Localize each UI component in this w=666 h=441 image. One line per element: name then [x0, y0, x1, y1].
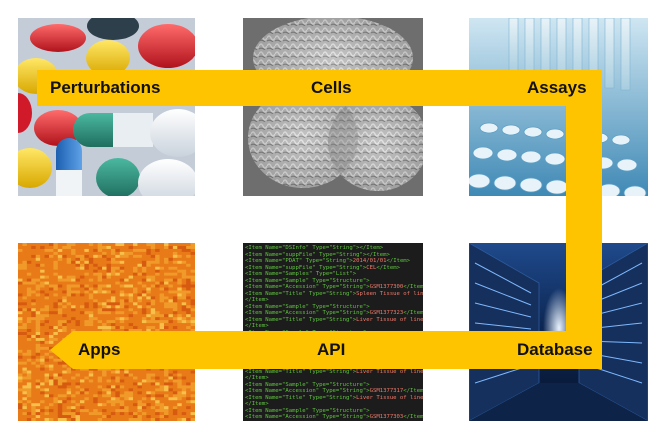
code-line: <Item Name="Title" Type="String">Liver T… — [245, 394, 423, 401]
perturbations-label: Perturbations — [50, 78, 161, 97]
database-label: Database — [517, 340, 593, 359]
code-line: <Item Name="Accession" Type="String">GSM… — [245, 414, 423, 420]
assay-plate-image — [469, 18, 648, 196]
code-line: <Item Name="Sample" Type="Structure"> — [245, 277, 370, 284]
code-line: <Item Name="Sample" Type="Structure"> — [245, 303, 370, 310]
code-line: <Item Name="DSInfo" Type="String"></Item… — [245, 245, 384, 251]
code-line: </Item> — [245, 323, 269, 329]
code-line: <Item Name="Title" Type="String">Liver T… — [245, 368, 423, 375]
code-line: </Item> — [245, 297, 269, 303]
code-line: <Item Name="Accession" Type="String">GSM… — [245, 388, 423, 394]
code-line: </Item> — [245, 401, 269, 407]
code-line: <Item Name="Accession" Type="String">GSM… — [245, 284, 423, 290]
code-line: <Item Name="PDAT" Type="String">2014/01/… — [245, 258, 411, 264]
code-line: <Item Name="suppFile" Type="String">CEL<… — [245, 264, 400, 271]
code-line: <Item Name="Samples" Type="List"> — [245, 271, 357, 277]
code-line: <Item Name="Title" Type="String">Liver T… — [245, 316, 423, 323]
code-line: <Item Name="suppFile" Type="String"></It… — [245, 251, 390, 258]
code-line: <Item Name="Title" Type="String">Spleen … — [245, 290, 423, 297]
code-line: <Item Name="Sample" Type="Structure"> — [245, 381, 370, 388]
cells-label: Cells — [311, 78, 352, 97]
code-line: <Item Name="Accession" Type="String">GSM… — [245, 310, 423, 316]
code-line: <Item Name="Sample" Type="Structure"> — [245, 407, 370, 414]
api-label: API — [317, 340, 346, 359]
assays-label: Assays — [527, 78, 587, 97]
apps-label: Apps — [78, 340, 121, 359]
pills-image — [18, 18, 195, 196]
code-line: </Item> — [245, 375, 269, 381]
